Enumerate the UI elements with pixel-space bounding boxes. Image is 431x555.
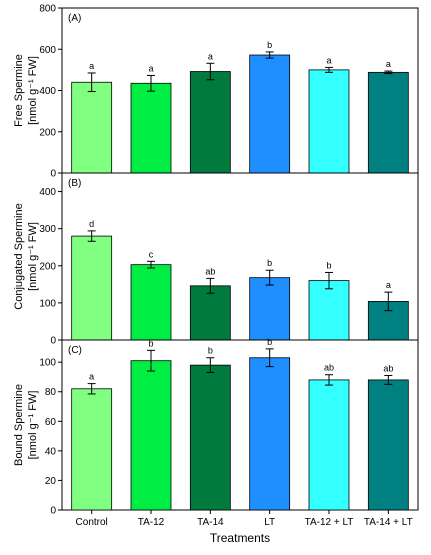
- y-tick-label-0-0: 0: [50, 169, 56, 180]
- significance-letter-1-1: c: [149, 249, 154, 259]
- significance-letter-2-0: a: [89, 372, 94, 382]
- significance-letter-0-1: a: [148, 63, 153, 73]
- bar-0-4: [308, 69, 350, 174]
- y-tick-label-2-1: 20: [45, 476, 57, 487]
- bar-2-3: [249, 357, 291, 511]
- y-tick-label-1-4: 400: [39, 187, 56, 198]
- bar-1-0: [71, 235, 113, 341]
- panel-frame-2: [61, 339, 419, 511]
- bar-2-1: [130, 360, 172, 511]
- y-tick-label-1-1: 100: [39, 298, 56, 309]
- x-category-label-2: TA-14: [197, 517, 224, 528]
- panel-tag-2: (C): [68, 345, 82, 356]
- significance-letter-2-1: b: [148, 338, 153, 348]
- panel-frame-0: [61, 7, 419, 174]
- significance-letter-0-4: a: [326, 55, 331, 65]
- x-category-label-0: Control: [76, 517, 108, 528]
- significance-letter-1-0: d: [89, 219, 94, 229]
- bar-0-5: [367, 71, 409, 174]
- y-axis-title-0: Free Spermine: [13, 54, 25, 127]
- y-tick-label-2-5: 100: [39, 358, 56, 369]
- panel-frame-1: [61, 172, 419, 341]
- significance-letter-1-3: b: [267, 258, 272, 268]
- significance-letter-1-4: b: [326, 260, 331, 270]
- y-tick-label-1-3: 300: [39, 224, 56, 235]
- significance-letter-0-0: a: [89, 61, 94, 71]
- bar-0-1: [130, 82, 172, 174]
- bar-2-2: [189, 364, 231, 511]
- y-axis-unit-2: [nmol g⁻¹ FW]: [27, 391, 39, 460]
- y-tick-label-1-2: 200: [39, 261, 56, 272]
- bar-1-3: [249, 277, 291, 341]
- y-axis-title-2: Bound Spermine: [13, 384, 25, 466]
- significance-letter-2-3: b: [267, 337, 272, 347]
- panel-tag-1: (B): [68, 178, 81, 189]
- bar-1-1: [130, 264, 172, 341]
- x-category-label-3: LT: [264, 517, 275, 528]
- significance-letter-1-2: ab: [205, 266, 215, 276]
- y-axis-title-1: Conjugated Spermine: [13, 203, 25, 309]
- x-axis-title: Treatments: [210, 531, 270, 545]
- y-tick-label-0-3: 600: [39, 45, 56, 56]
- y-tick-label-2-4: 80: [45, 387, 57, 398]
- y-axis-unit-1: [nmol g⁻¹ FW]: [27, 222, 39, 291]
- y-tick-label-2-3: 60: [45, 417, 57, 428]
- significance-letter-0-3: b: [267, 40, 272, 50]
- bar-0-0: [71, 81, 113, 174]
- bar-0-3: [249, 54, 291, 174]
- y-tick-label-0-2: 400: [39, 86, 56, 97]
- y-tick-label-2-2: 40: [45, 446, 57, 457]
- significance-letter-2-5: ab: [383, 363, 393, 373]
- y-axis-unit-0: [nmol g⁻¹ FW]: [27, 56, 39, 125]
- significance-letter-0-2: a: [208, 51, 213, 61]
- bar-0-2: [189, 71, 231, 174]
- bar-2-5: [367, 379, 409, 511]
- significance-letter-2-4: ab: [324, 363, 334, 373]
- y-tick-label-0-4: 800: [39, 4, 56, 15]
- y-tick-label-1-0: 0: [50, 336, 56, 347]
- bar-2-0: [71, 388, 113, 511]
- x-category-label-1: TA-12: [138, 517, 165, 528]
- significance-letter-1-5: a: [386, 280, 391, 290]
- y-tick-label-0-1: 200: [39, 127, 56, 138]
- x-category-label-5: TA-14 + LT: [364, 517, 413, 528]
- bar-1-2: [189, 285, 231, 341]
- bar-1-4: [308, 280, 350, 341]
- significance-letter-0-5: a: [386, 59, 391, 69]
- y-tick-label-2-0: 0: [50, 506, 56, 517]
- bar-2-4: [308, 379, 350, 511]
- x-category-label-4: TA-12 + LT: [305, 517, 354, 528]
- panel-tag-0: (A): [68, 13, 81, 24]
- significance-letter-2-2: b: [208, 346, 213, 356]
